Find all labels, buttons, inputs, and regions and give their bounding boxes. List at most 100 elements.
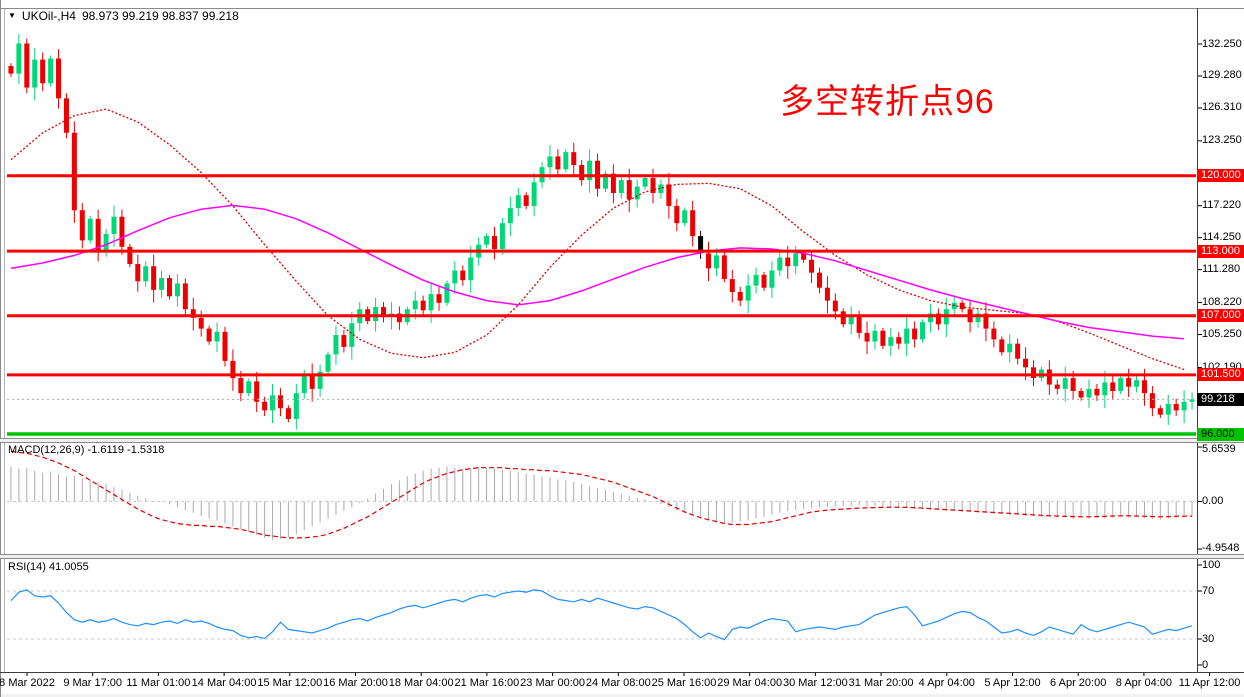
candle-body	[1023, 358, 1029, 368]
level-price-badge: 120.000	[1197, 169, 1244, 182]
time-axis-label: 23 Mar 00:00	[520, 677, 585, 689]
candle-body	[444, 283, 450, 303]
candle-body	[428, 294, 434, 311]
candle-body	[1118, 378, 1124, 392]
candle-body	[1141, 380, 1147, 394]
candle-body	[1031, 367, 1037, 379]
candle-body	[1086, 388, 1092, 398]
window-left-border	[0, 0, 1, 697]
candle-body	[32, 59, 38, 88]
candle-body	[230, 360, 236, 379]
time-axis-label: 14 Mar 04:00	[191, 677, 257, 689]
candle-body	[721, 255, 727, 280]
level-price-badge: 101.500	[1197, 368, 1244, 381]
candle-body	[753, 274, 759, 286]
time-axis-label: 8 Mar 2022	[0, 677, 55, 689]
candle-body	[785, 257, 791, 267]
candle-body	[198, 317, 204, 329]
candle-body	[896, 337, 902, 344]
macd-params: MACD(12,26,9)	[8, 444, 85, 456]
candle-body	[547, 156, 553, 168]
candle-body	[745, 285, 751, 301]
current-price-badge: 99.218	[1197, 393, 1244, 406]
candle-body	[63, 98, 69, 133]
candle-body	[618, 180, 624, 194]
candle-body	[674, 205, 680, 224]
candle-body	[737, 292, 743, 301]
price-axis-label: 126.310	[1202, 101, 1242, 113]
candle-body	[666, 184, 672, 206]
splitter-main-macd-face[interactable]	[0, 439, 1244, 442]
candle-body	[317, 371, 323, 389]
candle-body	[95, 218, 101, 252]
macd-axis-label: 0.00	[1202, 495, 1224, 507]
macd-signal-line	[10, 450, 1193, 539]
candle-body	[127, 246, 133, 265]
candle-body	[983, 313, 989, 329]
candle-body	[285, 408, 291, 419]
candle-body	[563, 152, 569, 170]
rsi-value: 41.0055	[48, 561, 89, 573]
price-axis-label: 111.280	[1202, 263, 1241, 275]
candle-body	[460, 270, 466, 281]
candle-body	[151, 266, 157, 290]
candle-body	[222, 331, 228, 361]
candle-body	[515, 195, 521, 209]
splitter-macd-rsi-face[interactable]	[0, 555, 1244, 558]
candle-body	[135, 264, 141, 282]
candle-body	[484, 236, 490, 245]
macd-axis-label: 5.6539	[1202, 443, 1236, 455]
candle-body	[40, 59, 46, 84]
time-axis-label: 11 Apr 12:00	[1178, 677, 1241, 689]
candle-body	[277, 395, 283, 409]
chart-left-border	[4, 8, 5, 672]
candle-body	[262, 401, 268, 411]
level-price-badge: 107.000	[1197, 309, 1244, 322]
time-axis-label: 21 Mar 16:00	[454, 677, 520, 689]
candle-body	[880, 330, 886, 346]
macd-values: -1.6119 -1.5318	[87, 444, 165, 456]
symbol-dropdown-icon[interactable]: ▼	[8, 11, 16, 20]
candle-body	[658, 184, 664, 194]
splitter-main-macd[interactable]	[0, 438, 1244, 439]
candle-body	[610, 173, 616, 194]
candle-body	[761, 274, 767, 288]
candle-body	[8, 66, 14, 74]
candle-body	[602, 173, 608, 189]
candle-body	[856, 315, 862, 333]
candle-body	[182, 283, 188, 310]
macd-axis-label: -4.9548	[1202, 542, 1240, 554]
candle-body	[650, 177, 656, 194]
candle-body	[507, 208, 513, 224]
candle-body	[626, 180, 632, 200]
time-axis-label: 16 Mar 20:00	[323, 677, 388, 689]
time-axis-label: 24 Mar 08:00	[585, 677, 651, 689]
candle-body	[111, 216, 117, 234]
candle-body	[832, 300, 838, 312]
candle-body	[56, 58, 62, 99]
candle-body	[1181, 401, 1187, 411]
rsi-axis-label: 70	[1202, 585, 1215, 597]
rsi-axis-label: 100	[1202, 559, 1221, 571]
candle-body	[333, 335, 339, 355]
candle-body	[927, 313, 933, 323]
candle-body	[690, 210, 696, 237]
candle-body	[698, 236, 704, 254]
candle-body	[1007, 343, 1013, 353]
chart-top-border	[0, 8, 1244, 9]
candle-body	[238, 378, 244, 394]
symbol-period-label: UKOil-,H4	[21, 9, 76, 23]
candle-body	[24, 43, 30, 88]
splitter-macd-rsi-b	[0, 558, 1244, 559]
candle-body	[396, 313, 402, 323]
splitter-macd-rsi[interactable]	[0, 554, 1244, 555]
candle-body	[309, 374, 315, 389]
candle-body	[1015, 343, 1021, 359]
candle-body	[1078, 391, 1084, 398]
candle-body	[412, 300, 418, 310]
candle-body	[341, 335, 347, 347]
candle-body	[824, 287, 830, 301]
candle-body	[1157, 408, 1163, 415]
rsi-params: RSI(14)	[8, 561, 46, 573]
